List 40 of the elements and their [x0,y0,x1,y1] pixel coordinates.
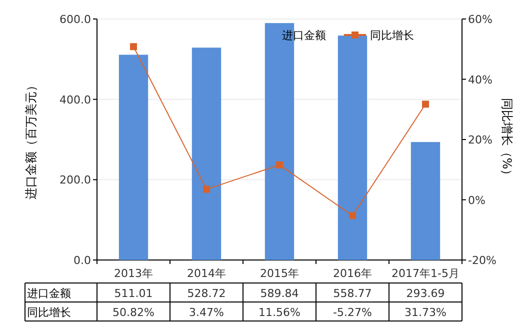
y2-tick-label: 60% [468,13,492,26]
y-axis-title: 进口金额（百万美元） [24,80,38,200]
y2-tick-label: -20% [468,254,496,267]
x-tick-label: 2013年 [114,267,153,280]
bar [192,48,222,260]
point [422,100,429,108]
text: 同比增长 [27,306,71,319]
point [349,212,356,220]
bar [118,54,148,260]
data-label: 558.77 [333,287,372,300]
y-tick-label: 400.0 [60,93,91,106]
data-label: 293.69 [406,287,445,300]
data-label: 31.73% [404,306,446,319]
series-label: 进口金额 [282,29,326,42]
y-tick-label: 600.0 [60,13,91,26]
bar [338,36,368,260]
data-label: 589.84 [260,287,299,300]
data-label: -5.27% [333,306,372,319]
y2-tick-label: 40% [468,73,492,86]
data-label: 528.72 [187,287,226,300]
y2-tick-label: 20% [468,134,492,146]
x-tick-label: 2017年1-5月 [392,267,460,280]
y2-axis-title: 同比增长（%） [500,98,514,182]
x-tick-label: 2015年 [260,267,299,280]
data-label: 11.56% [258,306,300,319]
data-label: 50.82% [112,306,154,319]
text: 进口金额 [27,287,71,300]
y-tick-label: 0.0 [74,254,91,267]
data-label: 3.47% [189,306,224,319]
bar [410,142,440,260]
y2-tick-label: 0% [468,194,486,207]
x-tick-label: 2016年 [333,267,372,280]
point [130,43,137,50]
point [203,186,210,193]
data-label: 511.01 [114,287,153,300]
point [276,161,283,168]
legend-label: 同比增长 [370,29,414,42]
x-tick-label: 2014年 [187,267,226,280]
bar [264,23,294,260]
y-tick-label: 200.0 [60,174,91,187]
